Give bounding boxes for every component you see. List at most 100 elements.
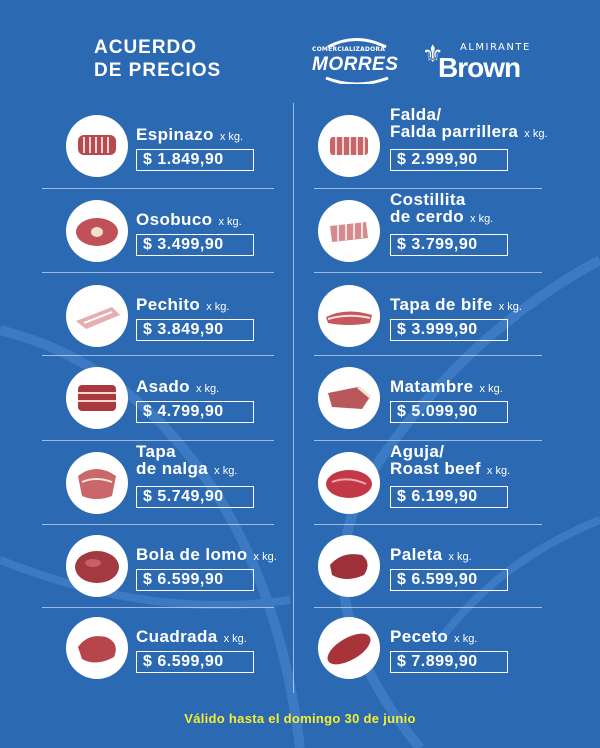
almirante-brown-logo: ⚜ ALMIRANTE Brown — [420, 40, 550, 84]
item-name: Tapa de bife x kg. — [390, 296, 522, 316]
item-price: $ 6.599,90 — [136, 569, 254, 591]
item-name-line-1: Tapa de bife x kg. — [390, 296, 522, 316]
asado-icon — [66, 367, 128, 429]
morres-swoosh-icon — [325, 38, 389, 84]
costillita-icon — [318, 200, 380, 262]
item-name-line-1: Osobuco x kg. — [136, 211, 242, 231]
item-name-text: Pechito — [136, 295, 201, 314]
item-name-line-1: Aguja/ — [390, 443, 510, 460]
item-price: $ 5.099,90 — [390, 401, 508, 423]
row-divider — [42, 607, 274, 608]
item-name-line-1: Falda/ — [390, 106, 548, 123]
item-name-text: Osobuco — [136, 210, 213, 229]
row-divider — [314, 355, 542, 356]
unit-label: x kg. — [214, 465, 238, 477]
item-name-line-1: Bola de lomo x kg. — [136, 546, 277, 566]
item-price: $ 3.849,90 — [136, 319, 254, 341]
unit-label: x kg. — [253, 551, 277, 563]
matambre-icon — [318, 367, 380, 429]
unit-label: x kg. — [223, 633, 247, 645]
item-name-text: de cerdo — [390, 207, 465, 226]
item-name-line-1: Asado x kg. — [136, 378, 219, 398]
item-name-line-1: Paleta x kg. — [390, 546, 472, 566]
item-price: $ 6.599,90 — [390, 569, 508, 591]
unit-label: x kg. — [454, 633, 478, 645]
item-name-text: de nalga — [136, 459, 209, 478]
paleta-icon — [318, 535, 380, 597]
item-name-line-1: Costillita — [390, 191, 493, 208]
pechito-icon — [66, 285, 128, 347]
unit-label: x kg. — [479, 383, 503, 395]
unit-label: x kg. — [218, 216, 242, 228]
item-name: Tapa de nalga x kg. — [136, 443, 237, 480]
item-name-line-2: de cerdo x kg. — [390, 208, 493, 228]
aguja-icon — [318, 452, 380, 514]
row-divider — [314, 440, 542, 441]
item-name-text: Espinazo — [136, 125, 214, 144]
item-name: Osobuco x kg. — [136, 211, 242, 231]
morres-logo: COMERCIALIZADORA MORRES — [306, 38, 406, 84]
unit-label: x kg. — [524, 128, 548, 140]
item-price: $ 3.999,90 — [390, 319, 508, 341]
row-divider — [314, 524, 542, 525]
item-name: Aguja/Roast beef x kg. — [390, 443, 510, 480]
item-price: $ 4.799,90 — [136, 401, 254, 423]
item-name-text: Matambre — [390, 377, 474, 396]
item-name: Paleta x kg. — [390, 546, 472, 566]
title-line-2: DE PRECIOS — [94, 60, 222, 81]
item-name: Espinazo x kg. — [136, 126, 243, 146]
item-name-line-1: Cuadrada x kg. — [136, 628, 247, 648]
brown-logo-text: Brown — [438, 52, 521, 83]
item-name: Asado x kg. — [136, 378, 219, 398]
item-name-text: Falda/ — [390, 105, 442, 124]
page-title: ACUERDO DE PRECIOS — [94, 36, 254, 82]
unit-label: x kg. — [486, 465, 511, 477]
row-divider — [314, 272, 542, 273]
item-name-text: Peceto — [390, 627, 449, 646]
row-divider — [42, 524, 274, 525]
peceto-icon — [318, 617, 380, 679]
item-price: $ 3.499,90 — [136, 234, 254, 256]
tapa-bife-icon — [318, 285, 380, 347]
item-name-text: Paleta — [390, 545, 443, 564]
column-divider — [293, 103, 294, 693]
row-divider — [42, 355, 274, 356]
item-name-line-2: Falda parrillera x kg. — [390, 123, 548, 143]
item-price: $ 1.849,90 — [136, 149, 254, 171]
item-price: $ 3.799,90 — [390, 234, 508, 256]
unit-label: x kg. — [470, 213, 494, 225]
item-price: $ 6.599,90 — [136, 651, 254, 673]
row-divider — [314, 188, 542, 189]
item-name-text: Falda parrillera — [390, 122, 519, 141]
item-price: $ 7.899,90 — [390, 651, 508, 673]
item-name-line-2: de nalga x kg. — [136, 460, 237, 480]
bola-lomo-icon — [66, 535, 128, 597]
item-name-text: Tapa — [136, 442, 177, 461]
item-name-line-1: Matambre x kg. — [390, 378, 503, 398]
item-name-text: Asado — [136, 377, 190, 396]
item-name-line-2: Roast beef x kg. — [390, 460, 510, 480]
row-divider — [314, 607, 542, 608]
item-name-text: Costillita — [390, 190, 466, 209]
item-price: $ 2.999,90 — [390, 149, 508, 171]
morres-logo-subtitle: COMERCIALIZADORA — [312, 46, 386, 53]
item-name: Matambre x kg. — [390, 378, 503, 398]
item-name-text: Bola de lomo — [136, 545, 248, 564]
unit-label: x kg. — [219, 131, 244, 143]
ribs-icon — [66, 115, 128, 177]
row-divider — [42, 272, 274, 273]
item-name: Falda/Falda parrillera x kg. — [390, 106, 548, 143]
item-name-line-1: Peceto x kg. — [390, 628, 477, 648]
row-divider — [42, 440, 274, 441]
item-name-text: Cuadrada — [136, 627, 218, 646]
unit-label: x kg. — [195, 383, 220, 395]
item-name-line-1: Tapa — [136, 443, 237, 460]
title-line-1: ACUERDO — [94, 37, 198, 58]
morres-logo-text: MORRES — [312, 54, 399, 75]
item-name-text: Aguja/ — [390, 442, 445, 461]
item-price: $ 6.199,90 — [390, 486, 508, 508]
item-name-line-1: Espinazo x kg. — [136, 126, 243, 146]
item-name-text: Tapa de bife — [390, 295, 493, 314]
item-name: Peceto x kg. — [390, 628, 477, 648]
falda-icon — [318, 115, 380, 177]
